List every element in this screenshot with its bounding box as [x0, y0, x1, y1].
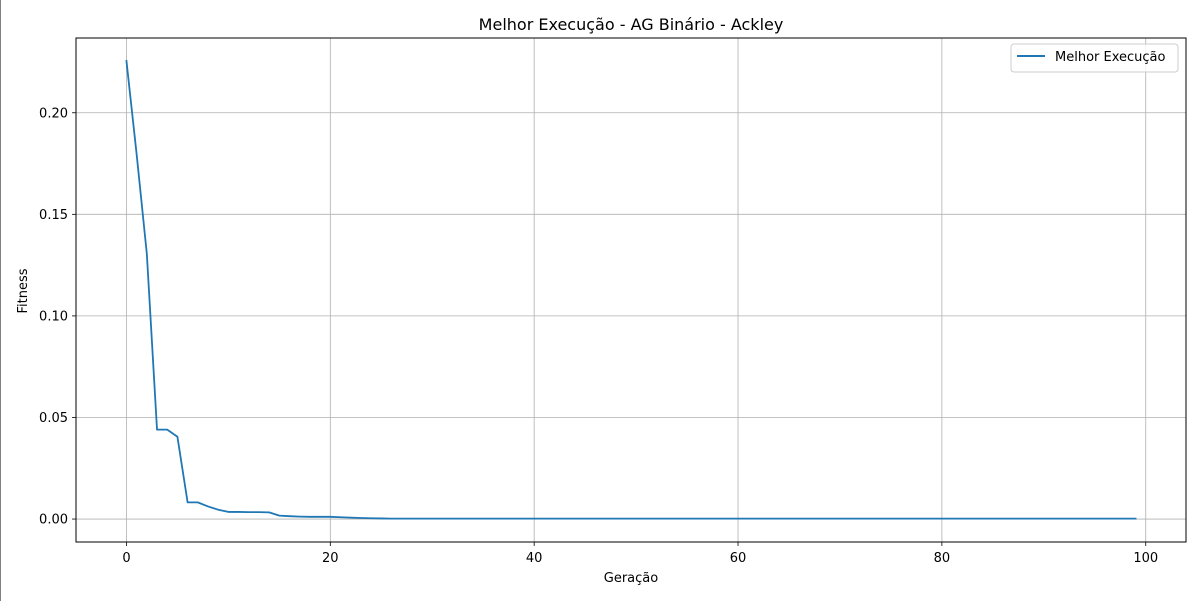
- y-tick-label: 0.05: [39, 411, 68, 426]
- x-tick-label: 20: [322, 551, 339, 566]
- x-tick-label: 100: [1133, 551, 1158, 566]
- grid-lines: [76, 38, 1186, 542]
- y-tick-label: 0.00: [39, 513, 68, 528]
- x-tick-label: 0: [122, 551, 130, 566]
- y-tick-label: 0.10: [39, 309, 68, 324]
- axis-ticks: 0 20 40 60 80 100 0.00 0.05 0.10 0.15 0.20: [39, 106, 1158, 566]
- legend-label: Melhor Execução: [1055, 50, 1166, 65]
- x-tick-label: 80: [934, 551, 951, 566]
- series-line-melhor-execucao: [125, 59, 1137, 520]
- x-tick-label: 40: [526, 551, 543, 566]
- y-tick-label: 0.15: [39, 208, 68, 223]
- plot-area-border: [75, 37, 1187, 543]
- y-tick-label: 0.20: [39, 106, 68, 121]
- series-layer: [125, 59, 1137, 520]
- legend: Melhor Execução: [1010, 43, 1179, 73]
- chart-title: Melhor Execução - AG Binário - Ackley: [479, 15, 784, 34]
- x-axis-label: Geração: [604, 571, 658, 586]
- x-tick-label: 60: [730, 551, 747, 566]
- y-axis-label: Fitness: [16, 268, 31, 313]
- legend-box: [1010, 43, 1179, 73]
